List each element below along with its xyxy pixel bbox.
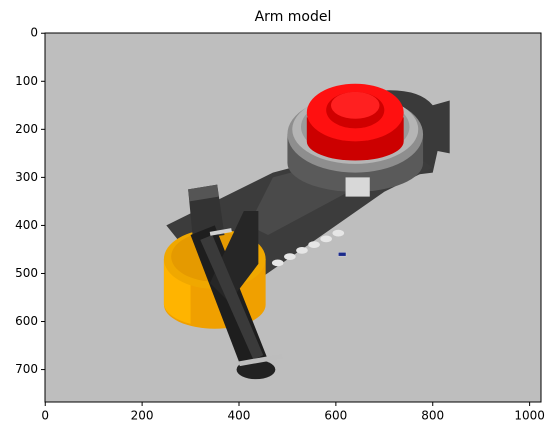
x-tick-label: 400 — [228, 409, 251, 423]
y-tick-label: 100 — [15, 74, 38, 88]
x-tick-label: 0 — [41, 409, 49, 423]
x-tick-label: 200 — [131, 409, 154, 423]
y-tick-label: 0 — [30, 26, 38, 40]
chart-title: Arm model — [255, 9, 332, 25]
image-area — [45, 33, 541, 402]
axes-frame — [44, 32, 542, 403]
x-tick-label: 800 — [421, 409, 444, 423]
y-tick-label: 700 — [15, 362, 38, 376]
arm-image — [45, 33, 541, 402]
x-tick-label: 1000 — [514, 409, 545, 423]
y-tick-label: 500 — [15, 266, 38, 280]
y-tick-label: 600 — [15, 314, 38, 328]
x-tick-label: 600 — [324, 409, 347, 423]
y-tick-label: 400 — [15, 218, 38, 232]
y-tick-label: 300 — [15, 170, 38, 184]
y-tick-label: 200 — [15, 122, 38, 136]
